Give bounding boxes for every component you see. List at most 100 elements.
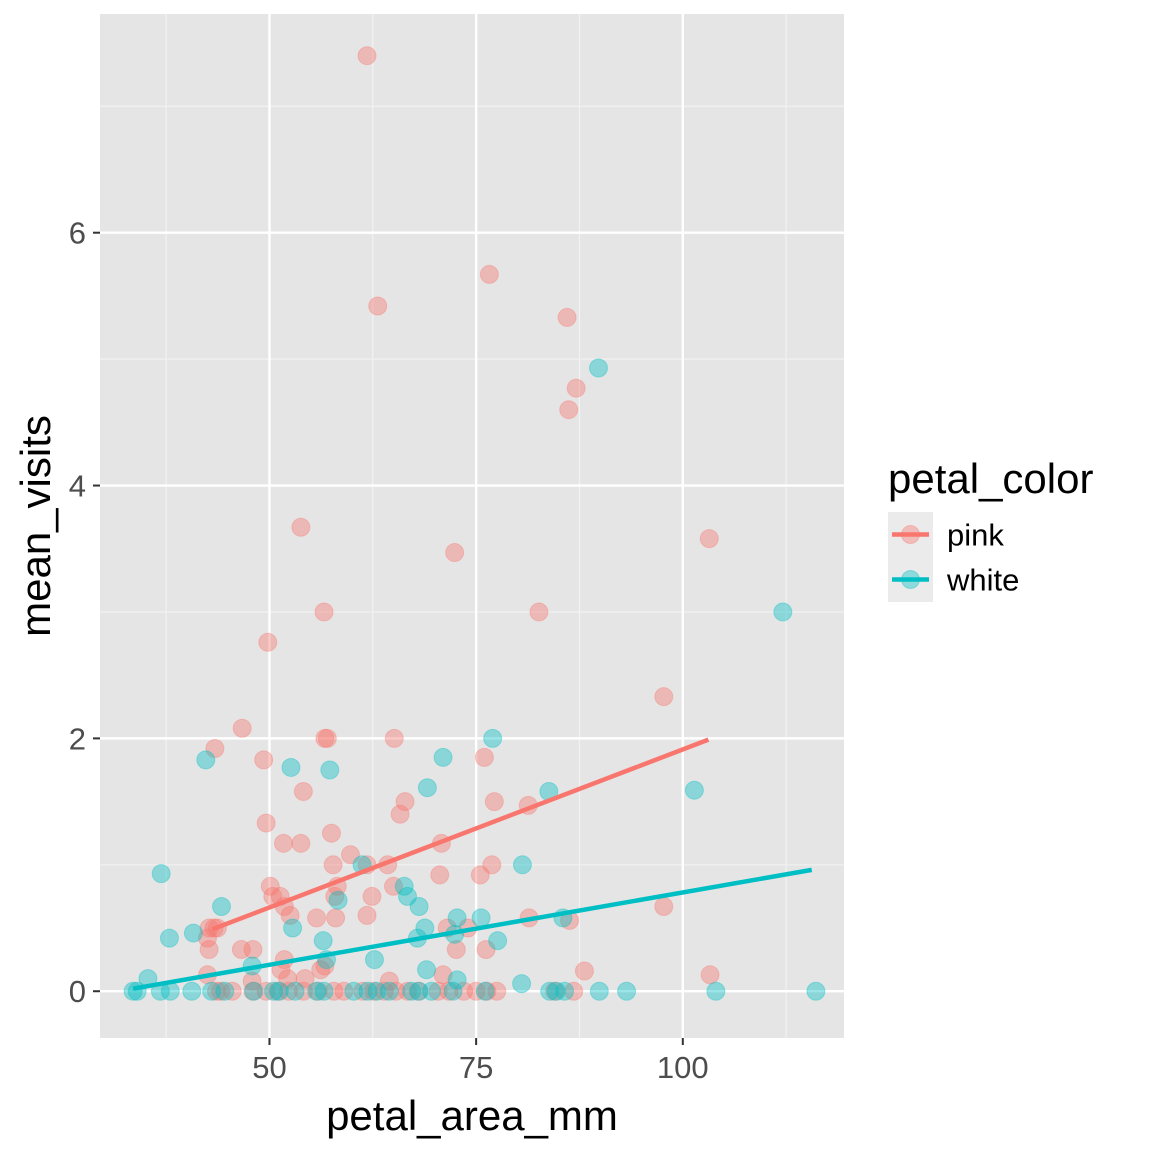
data-point-pink xyxy=(390,804,410,824)
data-point-white xyxy=(269,981,289,1001)
data-point-white xyxy=(281,757,301,777)
x-tick-label: 50 xyxy=(252,1050,286,1085)
data-point-pink xyxy=(700,965,720,985)
data-point-white xyxy=(328,890,348,910)
data-point-white xyxy=(379,981,399,1001)
data-point-pink xyxy=(340,845,360,865)
panel-background xyxy=(100,14,844,1038)
data-point-pink xyxy=(278,981,298,1001)
data-point-pink xyxy=(477,981,497,1001)
data-point-white xyxy=(471,908,491,928)
legend-label-pink: pink xyxy=(947,518,1004,553)
data-point-white xyxy=(320,760,340,780)
data-point-pink xyxy=(564,981,584,1001)
data-point-white xyxy=(313,931,333,951)
data-point-white xyxy=(394,876,414,896)
legend-label-white: white xyxy=(946,563,1019,598)
y-tick-label: 6 xyxy=(69,216,86,251)
data-point-white xyxy=(706,981,726,1001)
data-point-white xyxy=(244,981,264,1001)
data-point-white xyxy=(512,855,532,875)
data-point-white xyxy=(617,981,637,1001)
data-point-pink xyxy=(268,981,288,1001)
data-point-white xyxy=(314,981,334,1001)
data-point-pink xyxy=(334,981,354,1001)
data-point-white xyxy=(540,981,560,1001)
data-point-white xyxy=(159,928,179,948)
x-tick-label: 75 xyxy=(459,1050,493,1085)
data-point-pink xyxy=(529,602,549,622)
data-point-pink xyxy=(446,940,466,960)
data-point-pink xyxy=(243,940,263,960)
data-point-pink xyxy=(207,981,227,1001)
data-point-pink xyxy=(242,971,262,991)
data-point-pink xyxy=(258,632,278,652)
data-point-white xyxy=(447,970,467,990)
data-point-white xyxy=(358,981,378,1001)
data-point-white xyxy=(151,864,171,884)
data-point-pink xyxy=(384,728,404,748)
data-point-pink xyxy=(482,855,502,875)
x-axis-title: petal_area_mm xyxy=(326,1092,618,1139)
data-point-pink xyxy=(314,602,334,622)
data-point-pink xyxy=(205,738,225,758)
data-point-pink xyxy=(398,981,418,1001)
data-point-pink xyxy=(557,307,577,327)
data-point-pink xyxy=(293,981,313,1001)
data-point-white xyxy=(202,981,222,1001)
data-point-pink xyxy=(484,792,504,812)
data-point-pink xyxy=(199,940,219,960)
data-point-pink xyxy=(566,378,586,398)
legend-keys: pink white xyxy=(888,512,1019,602)
data-point-pink xyxy=(433,965,453,985)
data-point-pink xyxy=(197,928,217,948)
data-point-pink xyxy=(324,981,344,1001)
data-point-pink xyxy=(383,876,403,896)
data-point-pink xyxy=(295,969,315,989)
data-point-white xyxy=(215,981,235,1001)
data-point-white xyxy=(443,981,463,1001)
data-point-pink xyxy=(308,981,328,1001)
data-point-white xyxy=(483,728,503,748)
data-point-pink xyxy=(545,981,565,1001)
data-point-white xyxy=(409,897,429,917)
data-point-pink xyxy=(699,529,719,549)
data-point-white xyxy=(488,931,508,951)
data-point-pink xyxy=(470,865,490,885)
data-point-pink xyxy=(374,981,394,1001)
axes: 50 75 100 0 2 4 6 xyxy=(69,216,709,1085)
data-point-pink xyxy=(445,543,465,563)
data-point-pink xyxy=(395,792,415,812)
data-point-white xyxy=(402,981,422,1001)
data-point-pink xyxy=(280,905,300,925)
y-tick-label: 2 xyxy=(69,721,86,756)
data-point-pink xyxy=(256,981,276,1001)
data-point-white xyxy=(182,981,202,1001)
data-point-white xyxy=(588,358,608,378)
data-point-pink xyxy=(321,823,341,843)
data-point-white xyxy=(773,602,793,622)
points xyxy=(123,46,826,1001)
data-point-pink xyxy=(231,940,251,960)
data-point-white xyxy=(264,981,284,1001)
data-point-pink xyxy=(260,876,280,896)
data-point-pink xyxy=(232,718,252,738)
data-point-white xyxy=(684,780,704,800)
data-point-white xyxy=(183,923,203,943)
data-point-pink xyxy=(408,981,428,1001)
data-point-pink xyxy=(274,833,294,853)
data-point-white xyxy=(806,981,826,1001)
data-point-pink xyxy=(291,517,311,537)
data-point-pink xyxy=(379,971,399,991)
data-point-pink xyxy=(357,46,377,66)
data-point-pink xyxy=(487,981,507,1001)
data-point-white xyxy=(421,981,441,1001)
data-point-pink xyxy=(278,969,298,989)
data-point-pink xyxy=(357,905,377,925)
grid xyxy=(100,14,844,1038)
data-point-pink xyxy=(386,981,406,1001)
data-point-pink xyxy=(654,687,674,707)
data-point-white xyxy=(364,950,384,970)
y-tick-label: 0 xyxy=(69,974,86,1009)
